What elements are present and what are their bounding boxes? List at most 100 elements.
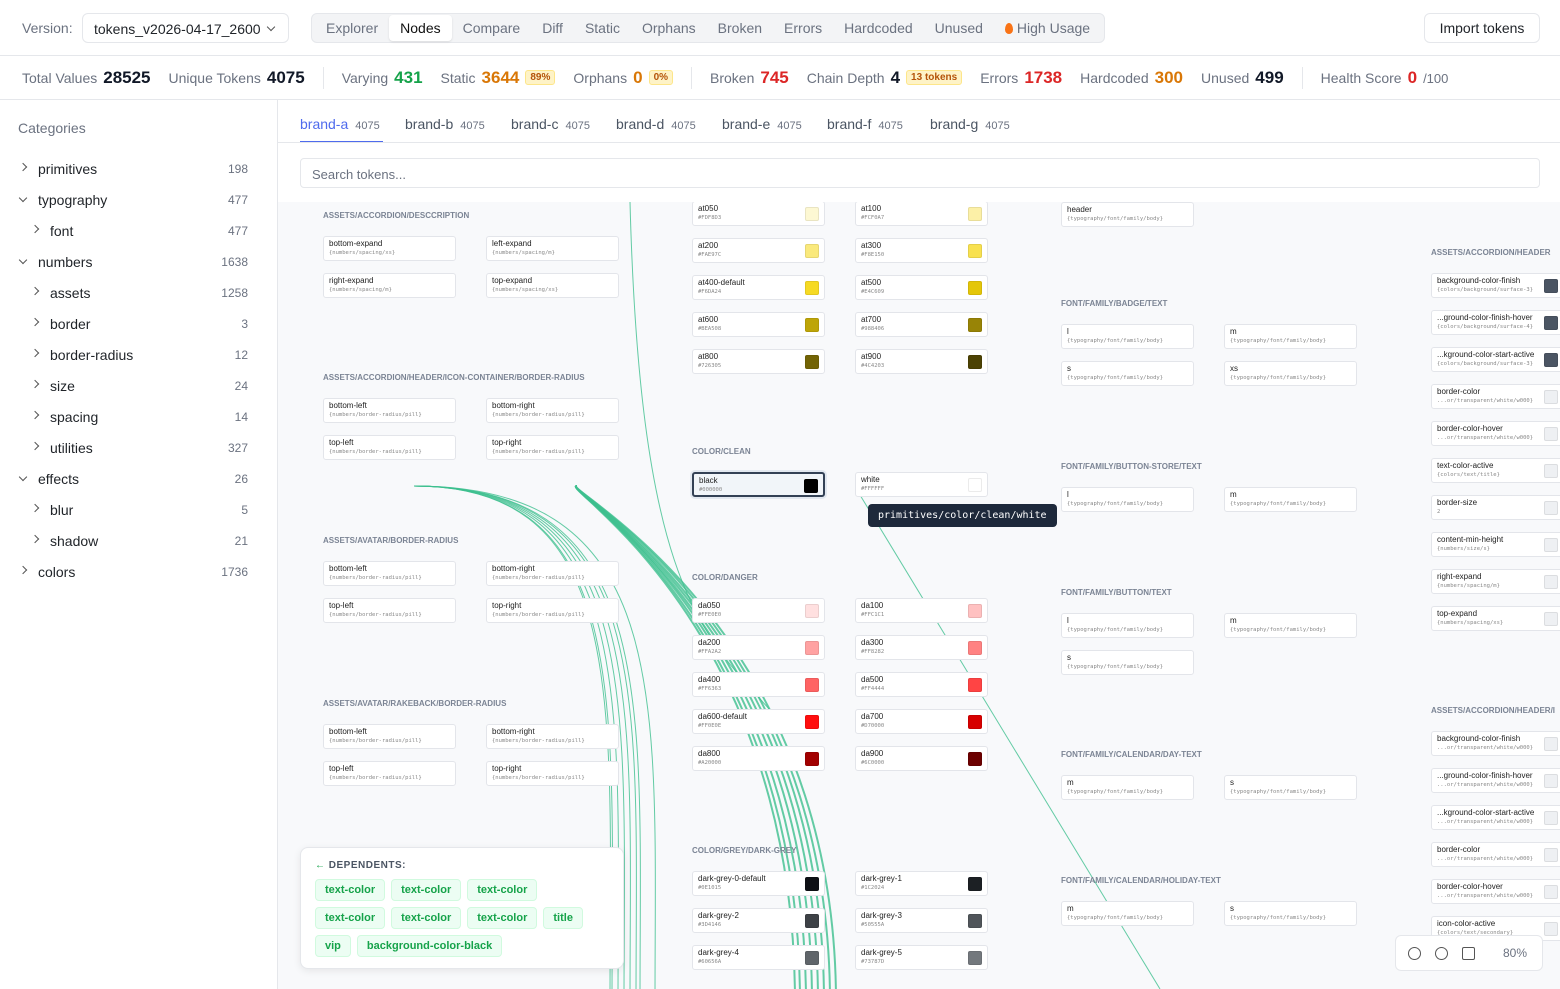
token-node[interactable]: at800 #726305 bbox=[692, 349, 825, 374]
token-node[interactable]: xs {typography/font/family/body} bbox=[1224, 361, 1357, 386]
category[interactable]: typography bbox=[38, 192, 108, 208]
token-node[interactable]: left-expand {numbers/spacing/m} bbox=[486, 236, 619, 261]
token-node[interactable]: ...ground-color-finish-hover ...or/transp… bbox=[1431, 768, 1560, 793]
token-node[interactable]: bottom-left {numbers/border-radius/pill} bbox=[323, 561, 456, 586]
chevron[interactable] bbox=[30, 410, 40, 420]
token-node[interactable]: ...kground-color-start-active {colors/bac… bbox=[1431, 347, 1560, 372]
chevron[interactable] bbox=[30, 348, 40, 358]
chevron[interactable] bbox=[18, 472, 28, 482]
category[interactable]: assets bbox=[50, 285, 91, 301]
token-node[interactable]: bottom-expand {numbers/spacing/xs} bbox=[323, 236, 456, 261]
token-node[interactable]: m {typography/font/family/body} bbox=[1224, 324, 1357, 349]
token-node[interactable]: border-color-hover ...or/transparent/whit… bbox=[1431, 421, 1560, 446]
token-node[interactable]: dark-grey-0-default #0E1015 bbox=[692, 871, 825, 896]
token-node[interactable]: top-right {numbers/border-radius/pill} bbox=[486, 761, 619, 786]
token-node[interactable]: header {typography/font/family/body} bbox=[1061, 202, 1194, 227]
token-node[interactable]: l {typography/font/family/body} bbox=[1061, 613, 1194, 638]
token-node[interactable]: bottom-right {numbers/border-radius/pill} bbox=[486, 398, 619, 423]
token-node[interactable]: right-expand {numbers/spacing/m} bbox=[323, 273, 456, 298]
token-node[interactable]: da200 #FFA2A2 bbox=[692, 635, 825, 660]
token-node[interactable]: top-expand {numbers/spacing/xs} bbox=[1431, 606, 1560, 631]
token-node[interactable]: top-expand {numbers/spacing/xs} bbox=[486, 273, 619, 298]
chevron[interactable] bbox=[18, 193, 28, 203]
token-node[interactable]: black #000000 bbox=[692, 472, 825, 497]
token-node[interactable]: s {typography/font/family/body} bbox=[1061, 650, 1194, 675]
category[interactable]: spacing bbox=[50, 409, 99, 425]
category[interactable]: size bbox=[50, 378, 75, 394]
chevron[interactable] bbox=[18, 565, 28, 575]
dependent-chip[interactable]: text-color bbox=[315, 907, 386, 929]
dependent-chip[interactable]: background-color-black bbox=[356, 935, 503, 957]
token-node[interactable]: da100 #FFC1C1 bbox=[855, 598, 988, 623]
brand-tab[interactable]: brand-f 4075 bbox=[827, 116, 903, 132]
token-node[interactable]: at400-default #F6DA24 bbox=[692, 275, 825, 300]
token-node[interactable]: m {typography/font/family/body} bbox=[1224, 487, 1357, 512]
token-node[interactable]: at100 #FCF0A7 bbox=[855, 202, 988, 226]
token-node[interactable]: top-left {numbers/border-radius/pill} bbox=[323, 761, 456, 786]
token-node[interactable]: at200 #FAE97C bbox=[692, 238, 825, 263]
token-node[interactable]: ...kground-color-start-active ...or/trans… bbox=[1431, 805, 1560, 830]
dependent-chip[interactable]: text-color bbox=[467, 907, 538, 929]
zoom-out[interactable] bbox=[1435, 946, 1448, 960]
token-node[interactable]: at900 #4C4203 bbox=[855, 349, 988, 374]
tab[interactable]: Orphans bbox=[631, 15, 707, 41]
token-node[interactable]: background-color-finish ...or/transparent… bbox=[1431, 731, 1560, 756]
category[interactable]: border-radius bbox=[50, 347, 134, 363]
brand-tab[interactable]: brand-d 4075 bbox=[616, 116, 696, 132]
token-node[interactable]: da300 #FF8282 bbox=[855, 635, 988, 660]
chevron[interactable] bbox=[18, 255, 28, 265]
dependent-chip[interactable]: vip bbox=[315, 935, 351, 957]
search-input[interactable]: Search tokens... bbox=[300, 158, 1540, 188]
tab[interactable]: Unused bbox=[924, 15, 994, 41]
token-node[interactable]: da900 #6C0000 bbox=[855, 746, 988, 771]
category[interactable]: effects bbox=[38, 471, 79, 487]
chevron[interactable] bbox=[30, 534, 40, 544]
tab[interactable]: Errors bbox=[773, 15, 833, 41]
token-node[interactable]: dark-grey-3 #50555A bbox=[855, 908, 988, 933]
token-node[interactable]: da400 #FF6363 bbox=[692, 672, 825, 697]
category[interactable]: colors bbox=[38, 564, 76, 580]
token-node[interactable]: l {typography/font/family/body} bbox=[1061, 487, 1194, 512]
chevron[interactable] bbox=[30, 317, 40, 327]
chevron[interactable] bbox=[30, 224, 40, 234]
token-node[interactable]: dark-grey-5 #73787D bbox=[855, 945, 988, 970]
tab[interactable]: Compare bbox=[452, 15, 532, 41]
token-node[interactable]: bottom-left {numbers/border-radius/pill} bbox=[323, 724, 456, 749]
category[interactable]: blur bbox=[50, 502, 74, 518]
brand-tab[interactable]: brand-g 4075 bbox=[930, 116, 1010, 132]
version-select[interactable]: tokens_v2026-04-17_2600 bbox=[82, 13, 289, 43]
token-node[interactable]: border-color ...or/transparent/white/w000… bbox=[1431, 384, 1560, 409]
token-node[interactable]: da600-default #FF0E0E bbox=[692, 709, 825, 734]
token-node[interactable]: s {typography/font/family/body} bbox=[1224, 901, 1357, 926]
category[interactable]: utilities bbox=[50, 440, 93, 456]
token-node[interactable]: at700 #988406 bbox=[855, 312, 988, 337]
tab[interactable]: Explorer bbox=[315, 15, 389, 41]
dependent-chip[interactable]: text-color bbox=[391, 907, 462, 929]
token-node[interactable]: right-expand {numbers/spacing/m} bbox=[1431, 569, 1560, 594]
token-node[interactable]: s {typography/font/family/body} bbox=[1061, 361, 1194, 386]
category[interactable]: border bbox=[50, 316, 91, 332]
token-node[interactable]: at500 #E4C609 bbox=[855, 275, 988, 300]
chevron[interactable] bbox=[30, 503, 40, 513]
token-node[interactable]: at050 #FDF8D3 bbox=[692, 202, 825, 226]
brand-tab[interactable]: brand-e 4075 bbox=[722, 116, 802, 132]
token-node[interactable]: m {typography/font/family/body} bbox=[1224, 613, 1357, 638]
token-node[interactable]: content-min-height {numbers/size/s} bbox=[1431, 532, 1560, 557]
category[interactable]: shadow bbox=[50, 533, 99, 549]
brand-tab[interactable]: brand-b 4075 bbox=[405, 116, 485, 132]
token-node[interactable]: da500 #FF4444 bbox=[855, 672, 988, 697]
token-node[interactable]: top-left {numbers/border-radius/pill} bbox=[323, 435, 456, 460]
chevron[interactable] bbox=[18, 162, 28, 172]
token-node[interactable]: m {typography/font/family/body} bbox=[1061, 775, 1194, 800]
token-node[interactable]: m {typography/font/family/body} bbox=[1061, 901, 1194, 926]
fit[interactable] bbox=[1462, 946, 1475, 960]
category[interactable]: numbers bbox=[38, 254, 93, 270]
back-arrow[interactable]: ← bbox=[315, 860, 329, 871]
token-node[interactable]: l {typography/font/family/body} bbox=[1061, 324, 1194, 349]
category[interactable]: primitives bbox=[38, 161, 98, 177]
brand-tab[interactable]: brand-c 4075 bbox=[511, 116, 590, 132]
tab[interactable]: Hardcoded bbox=[833, 15, 924, 41]
dependent-chip[interactable]: text-color bbox=[391, 879, 462, 901]
chevron[interactable] bbox=[30, 286, 40, 296]
token-node[interactable]: at300 #F8E150 bbox=[855, 238, 988, 263]
